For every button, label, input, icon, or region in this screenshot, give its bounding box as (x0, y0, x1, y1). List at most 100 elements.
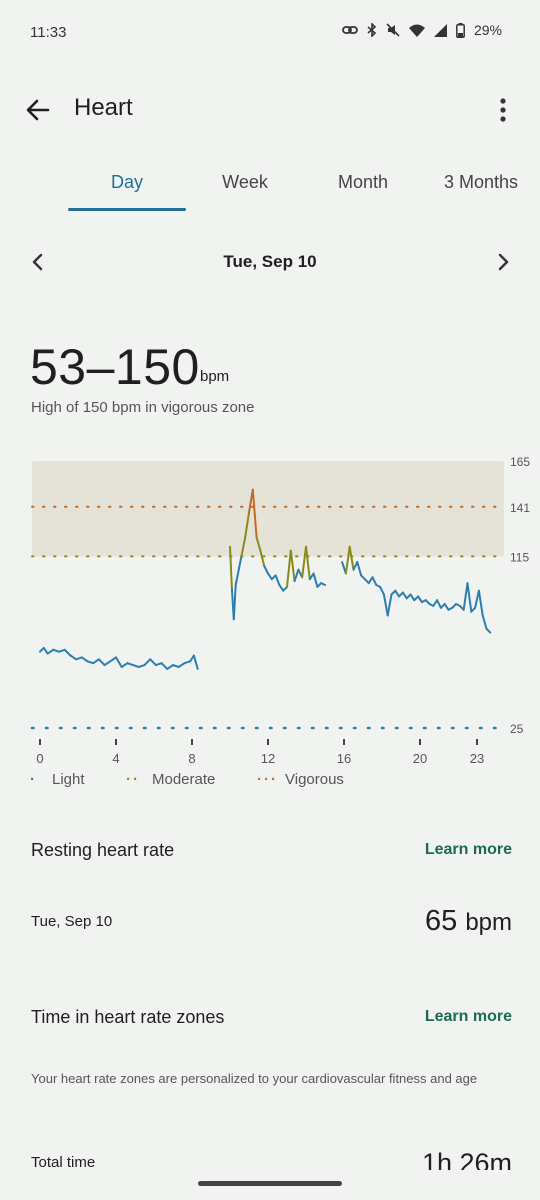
x-tick-label-12: 12 (261, 751, 275, 766)
heart-rate-summary: High of 150 bpm in vigorous zone (31, 399, 255, 416)
heart-rate-line-seg-0-12 (103, 660, 112, 667)
status-icons: 29% (342, 22, 502, 38)
chevron-left-icon (32, 253, 43, 271)
heart-rate-line-seg-2-12 (386, 593, 393, 617)
legend-vigorous-dots: ··· (257, 771, 278, 788)
zones-learn-more-link[interactable]: Learn more (424, 1008, 512, 1025)
heart-rate-line-seg-2-37 (481, 614, 488, 630)
heart-rate-line-seg-0-28 (192, 654, 199, 670)
heart-rate-line-seg-1-8 (251, 488, 258, 539)
heart-rate-line-seg-0-5 (63, 648, 72, 657)
heart-rate-range: 53–150 (30, 339, 200, 395)
x-tick-label-0: 0 (36, 751, 43, 766)
heart-rate-line-seg-2-18 (409, 593, 416, 602)
heart-rate-line-seg-1-24 (312, 572, 319, 588)
heart-rate-line-seg-2-25 (436, 599, 442, 609)
heart-rate-line-seg-0-16 (126, 662, 135, 667)
legend-light: Light (52, 771, 85, 788)
x-tick-label-4: 4 (112, 751, 119, 766)
heart-rate-line-seg-1-17 (286, 549, 292, 588)
resting-heart-rate-unit: bpm (465, 909, 512, 936)
legend-vigorous: Vigorous (285, 771, 344, 788)
heart-rate-zones-title: Time in heart rate zones (31, 1007, 225, 1027)
resting-heart-rate-number: 65 (424, 905, 458, 937)
heart-rate-line-seg-2-36 (477, 589, 484, 617)
y-tick-label-25: 25 (510, 722, 524, 736)
battery-percent: 29% (473, 22, 502, 38)
heart-rate-line-seg-0-26 (183, 660, 192, 665)
heart-rate-line-seg-2-11 (382, 593, 389, 617)
selected-date: Tue, Sep 10 (223, 252, 317, 271)
heart-rate-line-seg-1-11 (263, 564, 269, 575)
heart-rate-line-seg-0-19 (143, 658, 152, 667)
heart-rate-line-seg-0-1 (42, 646, 49, 655)
heart-rate-line-seg-1-6 (244, 511, 250, 539)
resting-heart-rate-title: Resting heart rate (31, 840, 175, 860)
heart-rate-chart: 165 141 115 25 0 4 8 12 16 20 23 (30, 455, 530, 766)
heart-rate-line-seg-1-4 (236, 555, 243, 577)
more-vert-icon (500, 98, 506, 122)
heart-rate-line-seg-0-11 (97, 658, 106, 667)
heart-rate-line-seg-1-22 (305, 545, 311, 581)
status-time: 11:33 (30, 24, 67, 41)
zone-band (32, 461, 504, 557)
tab-day[interactable]: Day (110, 172, 143, 192)
chevron-right-icon (498, 253, 509, 271)
zones-description: Your heart rate zones are personalized t… (31, 1071, 478, 1086)
arrow-back-icon (26, 99, 50, 121)
heart-rate-line-seg-0-18 (137, 664, 146, 668)
heart-rate-line-seg-1-26 (320, 582, 326, 586)
heart-rate-line-seg-1-10 (259, 549, 266, 567)
heart-rate-line-seg-0-17 (132, 664, 140, 668)
more-options-button[interactable] (490, 96, 516, 126)
tab-month[interactable]: Month (337, 172, 389, 192)
resting-heart-rate-date: Tue, Sep 10 (31, 913, 113, 930)
heart-rate-line-seg-1-2 (232, 584, 237, 621)
heart-rate-line-seg-2-27 (443, 603, 450, 611)
heart-rate-line-seg-2-20 (417, 595, 423, 604)
y-tick-label-141: 141 (510, 501, 530, 515)
heart-rate-line-seg-0-8 (80, 656, 89, 663)
heart-rate-line-seg-0-24 (172, 664, 180, 668)
heart-rate-line-seg-0-25 (177, 662, 186, 668)
y-tick-label-115: 115 (510, 550, 529, 564)
heart-rate-line-seg-0-13 (109, 656, 117, 663)
next-day-button[interactable] (491, 250, 515, 274)
x-tick-label-20: 20 (413, 751, 427, 766)
link-icon (342, 26, 358, 34)
heart-rate-line-seg-2-14 (394, 589, 401, 598)
heart-rate-line-seg-1-3 (234, 574, 239, 586)
heart-rate-line-seg-2-8 (371, 576, 378, 586)
tab-week[interactable]: Week (222, 172, 268, 192)
total-time-value: 1h 26m (421, 1148, 512, 1170)
previous-day-button[interactable] (26, 250, 50, 274)
heart-rate-line-seg-2-33 (466, 582, 473, 613)
page-title: Heart (74, 94, 133, 121)
home-indicator[interactable] (198, 1181, 342, 1186)
y-tick-label-165: 165 (510, 455, 530, 469)
heart-rate-line-seg-0-6 (69, 654, 78, 661)
heart-rate-line-seg-2-2 (348, 545, 355, 571)
heart-rate-line-seg-1-18 (289, 549, 296, 583)
resting-learn-more-link[interactable]: Learn more (424, 841, 512, 858)
heart-rate-line-seg-1-21 (301, 545, 307, 579)
back-button[interactable] (22, 94, 54, 126)
heart-rate-line-seg-1-19 (293, 568, 300, 583)
heart-rate-line-seg-0-7 (75, 656, 83, 661)
heart-rate-line-seg-0-23 (166, 664, 174, 670)
heart-rate-line-seg-0-10 (92, 658, 100, 665)
tab-indicator (68, 208, 186, 211)
legend-moderate-dots: ·· (126, 771, 140, 788)
mute-icon (386, 23, 400, 37)
heart-rate-range-unit: bpm (200, 368, 230, 385)
wifi-icon (408, 24, 425, 37)
heart-rate-line-seg-0-2 (46, 648, 55, 655)
heart-rate-line-seg-2-38 (485, 627, 492, 634)
legend-moderate: Moderate (152, 771, 216, 788)
heart-rate-line-seg-1-15 (278, 584, 285, 592)
total-time-label: Total time (31, 1154, 96, 1171)
x-tick-label-16: 16 (337, 751, 351, 766)
battery-icon (456, 22, 465, 38)
heart-rate-line-seg-2-16 (401, 591, 408, 600)
tab-3-months[interactable]: 3 Months (443, 172, 519, 192)
